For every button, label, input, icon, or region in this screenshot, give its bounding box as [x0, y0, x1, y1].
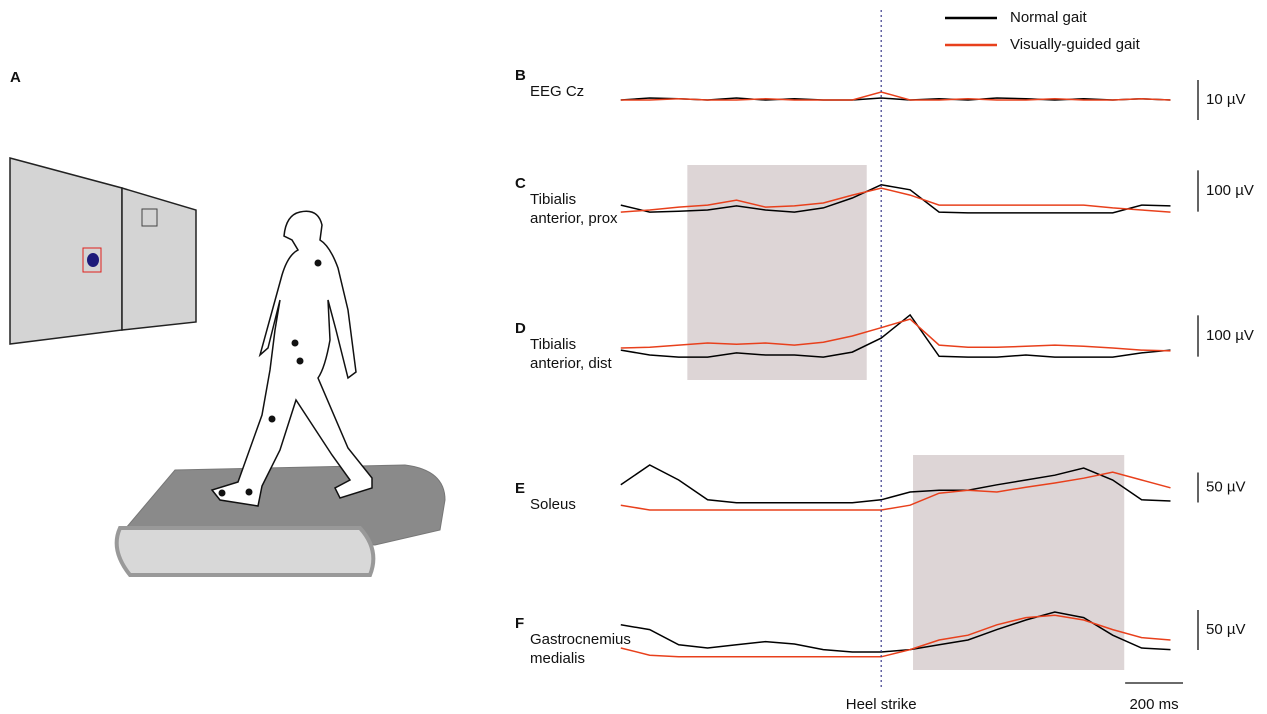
panel-label: E [515, 480, 525, 497]
scale-label: 10 µV [1206, 91, 1246, 108]
scale-label: 100 µV [1206, 182, 1254, 199]
trace-title: EEG Cz [530, 83, 584, 100]
trace-line [620, 91, 1171, 101]
trace-line [620, 611, 1171, 653]
legend-label: Normal gait [1010, 9, 1088, 26]
scale-label: 100 µV [1206, 327, 1254, 344]
trace-line [620, 464, 1171, 504]
panel-label: B [515, 67, 526, 84]
panel-label: C [515, 175, 526, 192]
trace-title: medialis [530, 650, 585, 667]
trace-line [620, 318, 1171, 352]
trace-title: Tibialis [530, 336, 576, 353]
legend-label: Visually-guided gait [1010, 36, 1141, 53]
panel-label: D [515, 320, 526, 337]
trace-line [620, 313, 1171, 358]
trace-line [620, 187, 1171, 213]
illustration [9, 157, 446, 577]
trace-title: anterior, prox [530, 210, 618, 227]
trace-line [620, 184, 1171, 214]
trace-title: anterior, dist [530, 355, 613, 372]
trace-line [620, 471, 1171, 511]
heel-strike-label: Heel strike [846, 696, 917, 713]
trace-title: Tibialis [530, 191, 576, 208]
panel-label: F [515, 615, 524, 632]
trace-title: Gastrocnemius [530, 631, 631, 648]
time-scale-label: 200 ms [1129, 696, 1178, 713]
trace-line [620, 614, 1171, 658]
scale-label: 50 µV [1206, 478, 1246, 495]
scale-label: 50 µV [1206, 621, 1246, 638]
panel-label: A [10, 69, 21, 86]
highlight-region [687, 165, 867, 380]
trace-title: Soleus [530, 496, 576, 513]
highlight-region [913, 455, 1125, 670]
